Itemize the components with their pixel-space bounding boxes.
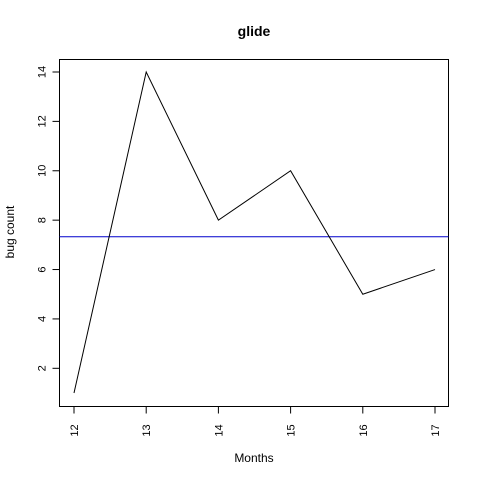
y-tick-label: 10 [37, 165, 49, 177]
x-axis-label: Months [234, 451, 273, 465]
plot-frame [59, 59, 449, 407]
x-tick-label: 16 [358, 424, 370, 436]
y-tick-label: 8 [37, 217, 49, 223]
x-axis: 12 13 14 15 16 17 [69, 406, 442, 437]
y-axis-label: bug count [3, 205, 17, 258]
y-tick-label: 14 [37, 66, 49, 78]
y-tick-label: 12 [37, 115, 49, 127]
y-axis: 2 4 6 8 10 12 14 [37, 66, 60, 371]
x-tick-label: 12 [69, 424, 81, 436]
x-tick-label: 13 [141, 424, 153, 436]
y-tick-label: 2 [37, 365, 49, 371]
chart-title: glide [238, 23, 271, 39]
x-tick-label: 17 [430, 424, 442, 436]
series-line [73, 70, 436, 394]
y-tick-label: 4 [37, 316, 49, 322]
x-tick-label: 15 [286, 424, 298, 436]
x-tick-label: 14 [213, 424, 225, 436]
y-tick-label: 6 [37, 266, 49, 272]
